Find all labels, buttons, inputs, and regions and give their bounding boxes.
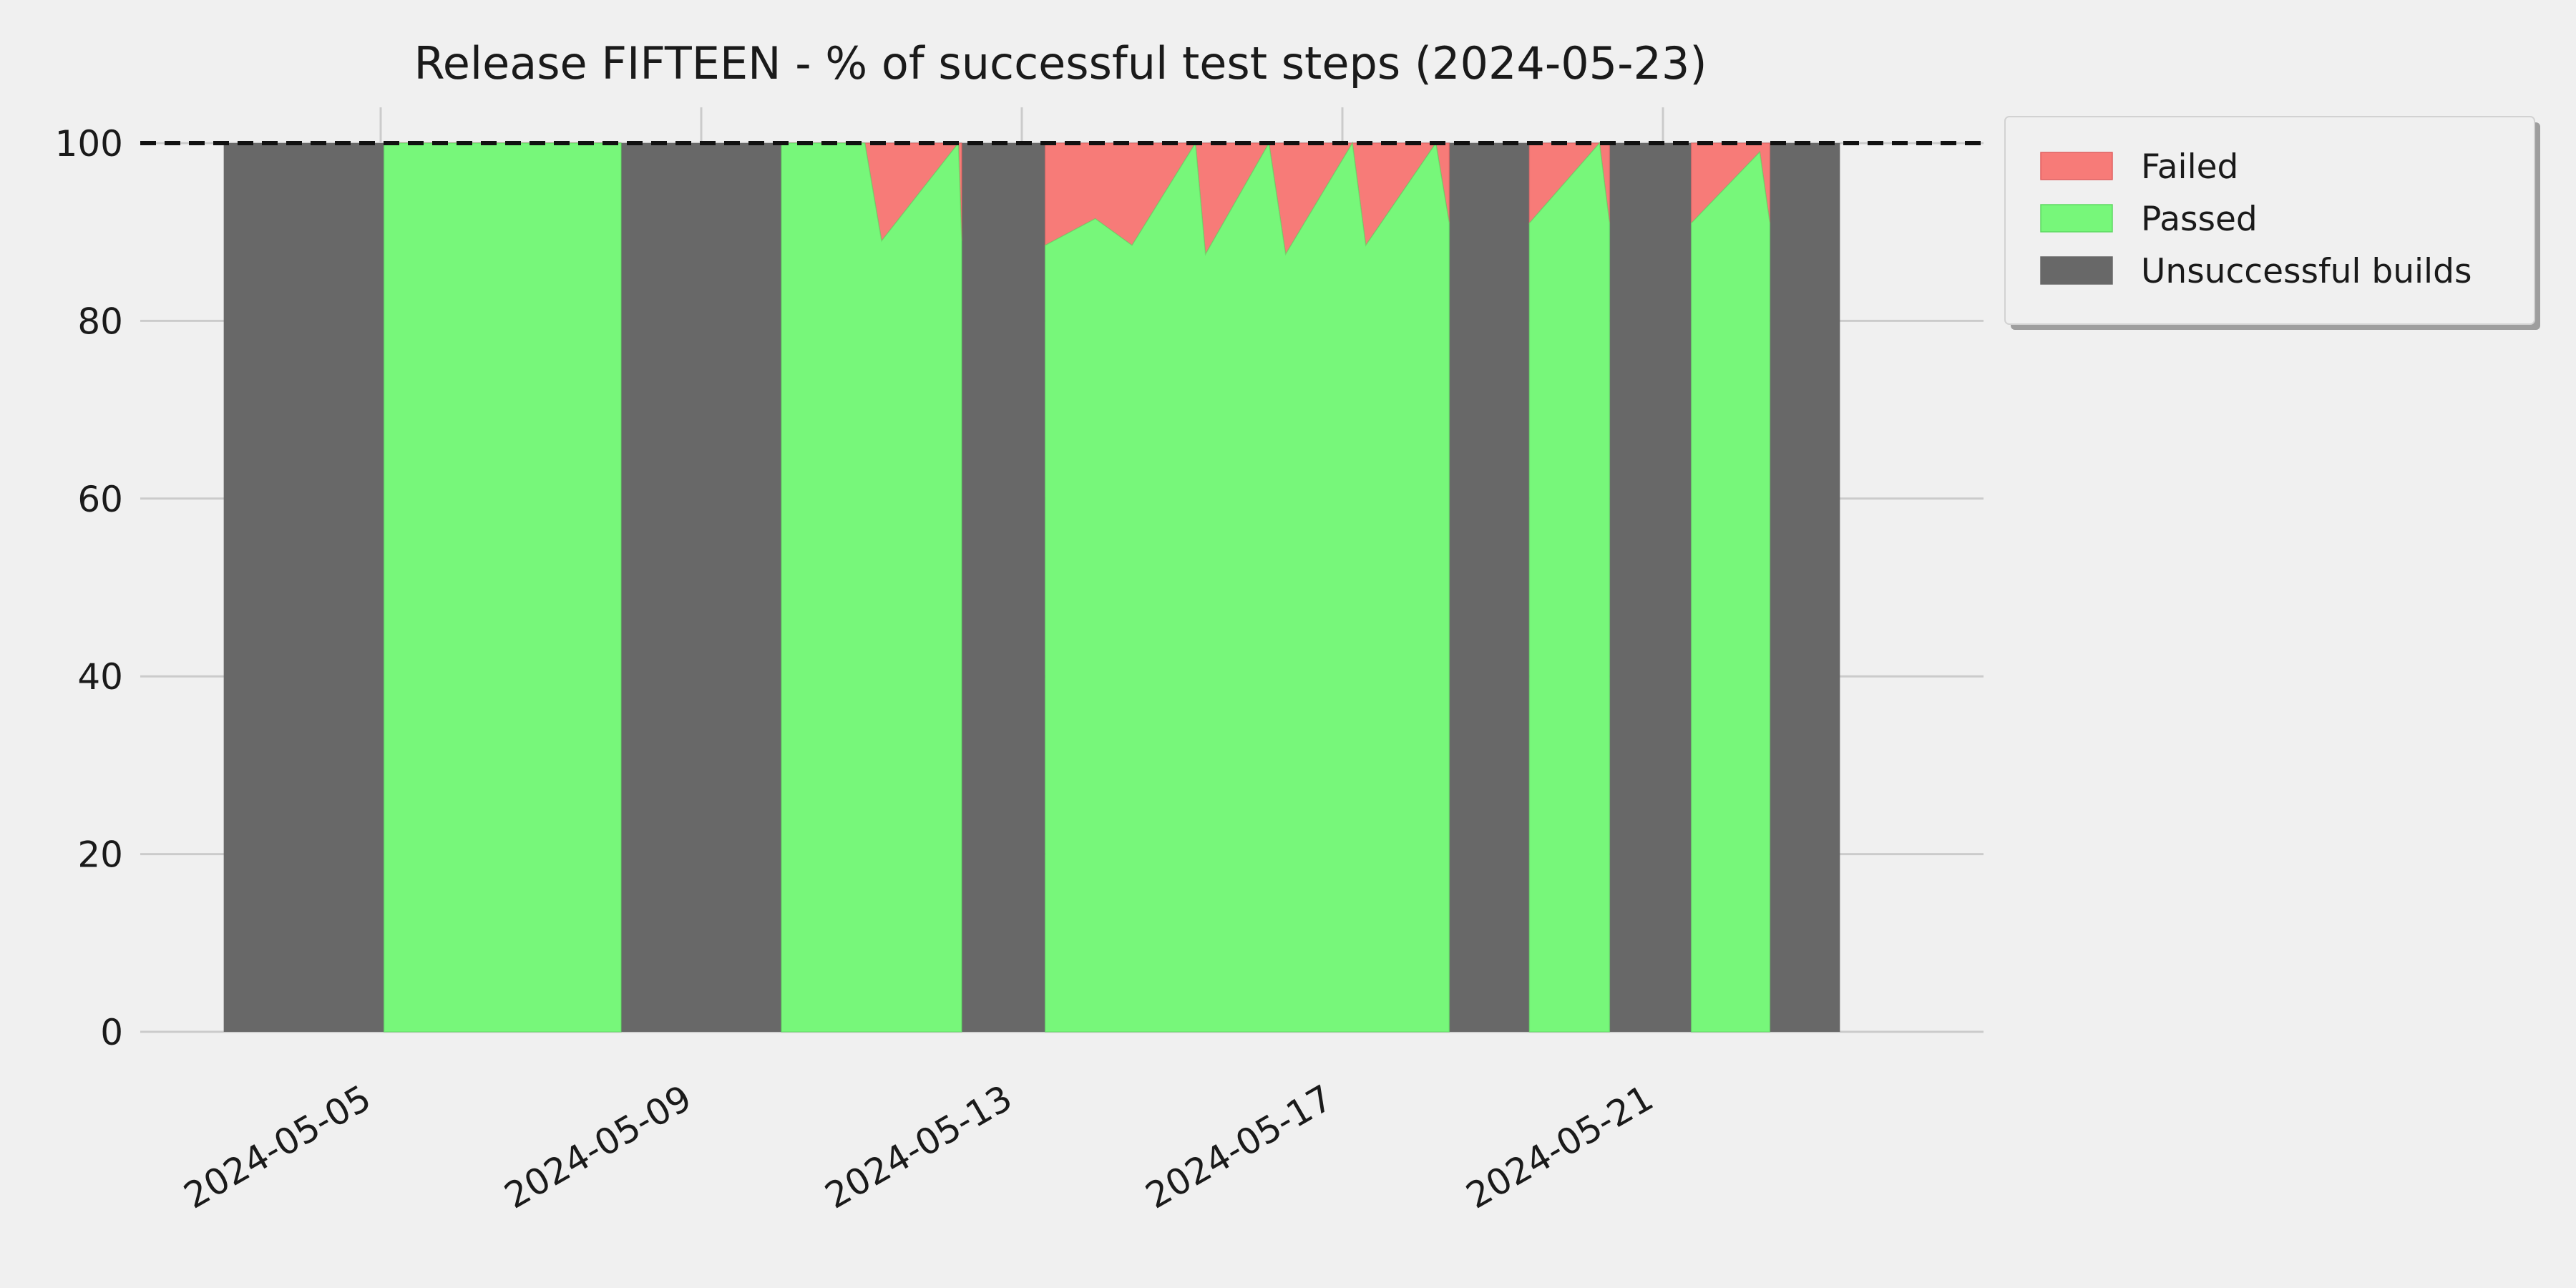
- unsuccessful-build-bar: [621, 143, 781, 1032]
- legend: Failed Passed Unsuccessful builds: [2004, 116, 2540, 330]
- legend-frame: [2004, 116, 2535, 325]
- passed-area: [1690, 150, 1771, 1033]
- passed-area: [781, 141, 962, 1033]
- y-tick-label: 0: [100, 1012, 123, 1053]
- legend-label-unsuccessful-builds: Unsuccessful builds: [2141, 252, 2472, 291]
- y-tick-label: 80: [77, 301, 123, 342]
- legend-swatch-failed: [2040, 152, 2113, 180]
- unsuccessful-build-bar: [962, 143, 1045, 1032]
- y-tick-label: 40: [77, 656, 123, 698]
- legend-label-failed: Failed: [2141, 147, 2238, 187]
- passed-area: [1528, 142, 1611, 1033]
- legend-label-passed: Passed: [2141, 200, 2258, 239]
- y-tick-label: 60: [77, 479, 123, 520]
- unsuccessful-build-bar: [223, 143, 384, 1032]
- chart-title: Release FIFTEEN - % of successful test s…: [414, 37, 1707, 89]
- legend-swatch-passed: [2040, 204, 2113, 233]
- y-tick-label: 100: [55, 123, 123, 165]
- passed-area: [383, 142, 622, 1033]
- unsuccessful-build-bar: [1770, 143, 1840, 1032]
- passed-area: [1044, 141, 1450, 1033]
- unsuccessful-build-bar: [1609, 143, 1692, 1032]
- test-step-areas: [383, 141, 1771, 1033]
- y-tick-label: 20: [77, 834, 123, 876]
- legend-swatch-unsuccessful-builds: [2040, 256, 2113, 285]
